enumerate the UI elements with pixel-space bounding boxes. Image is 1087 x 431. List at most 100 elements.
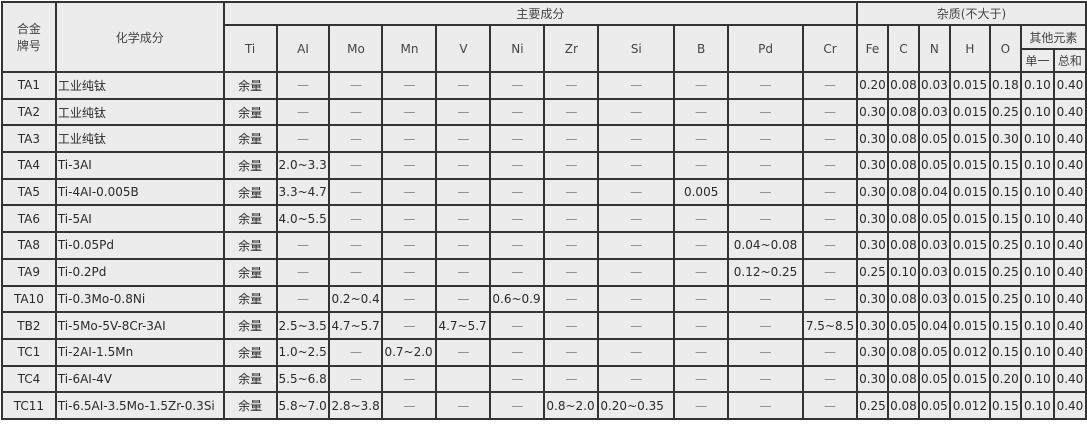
grade-cell: TC11 [1,391,57,420]
table-row: TA10 Ti-0.3Mo-0.8Ni 余量 —0.2~0.4— —0.6~0.9— — —… [1,284,1087,314]
impurity-header-o: O [988,24,1022,73]
impurity-cell-other-total: 0.40 [1052,257,1087,287]
element-cell-ni: — [489,257,546,287]
element-cell-mn: — [381,311,438,340]
impurity-cell-o: 0.25 [988,231,1022,260]
element-cell-mo: — [328,337,384,367]
element-header-ai: AI [275,24,331,73]
element-cell-si: 0.20~0.35 [597,391,676,420]
element-cell-mn: — [381,151,438,180]
table-row: TA5 Ti-4AI-0.005B 余量 3.3~4.7— — — — — —0.005— —0.… [1,177,1087,207]
impurity-header-c: C [886,24,920,73]
element-cell-ni: — [489,337,546,367]
other-elements-header: 其他元素 [1019,24,1087,50]
grade-header-line2: 牌号 [16,39,41,53]
element-cell-b: — [673,284,730,314]
grade-cell: TC4 [1,364,57,394]
element-header-ti: Ti [222,24,278,73]
element-cell-ti: 余量 [222,204,278,234]
element-cell-ni: — [489,177,546,207]
impurity-cell-o: 0.20 [988,364,1022,394]
element-cell-v: — [435,177,492,207]
element-cell-zr: — [543,151,600,180]
element-cell-v: — [435,204,492,234]
element-cell-v: — [435,97,492,127]
element-cell-zr: — [543,257,600,287]
element-cell-ni: — [489,391,546,420]
impurity-cell-h: 0.015 [948,231,991,260]
element-cell-v: — [435,284,492,314]
element-cell-ti: 余量 [222,337,278,367]
element-cell-mn: — [381,284,438,314]
impurity-cell-c: 0.08 [886,337,920,367]
element-cell-cr: — [802,231,858,260]
element-cell-mn: — [381,231,438,260]
impurity-cell-n: 0.05 [917,124,951,154]
element-cell-mn: — [381,177,438,207]
element-cell-zr: — [543,177,600,207]
impurity-cell-h: 0.015 [948,311,991,340]
element-cell-ti: 余量 [222,284,278,314]
impurity-cell-fe: 0.30 [855,364,889,394]
impurity-cell-other-single: 0.10 [1019,337,1055,367]
impurity-cell-other-total: 0.40 [1052,311,1087,340]
impurity-cell-other-single: 0.10 [1019,124,1055,154]
element-cell-ti: 余量 [222,71,278,100]
element-cell-mo: 0.2~0.4 [328,284,384,314]
element-cell-cr: — [802,364,858,394]
element-cell-ti: 余量 [222,364,278,394]
impurity-cell-fe: 0.30 [855,337,889,367]
impurity-cell-h: 0.015 [948,257,991,287]
main-components-header: 主要成分 [222,1,858,26]
impurity-cell-fe: 0.30 [855,284,889,314]
table-row: TA2 工业纯钛 余量 — — — — — — — — — —0.30 0.08 0.03 0.015 0.25… [1,97,1087,127]
element-cell-si: — [597,337,676,367]
impurity-cell-other-single: 0.10 [1019,257,1055,287]
element-cell-ti: 余量 [222,97,278,127]
impurity-cell-other-total: 0.40 [1052,391,1087,420]
impurity-cell-h: 0.015 [948,151,991,180]
impurity-cell-fe: 0.25 [855,257,889,287]
impurity-cell-o: 0.18 [988,71,1022,100]
element-cell-si: — [597,71,676,100]
impurity-cell-o: 0.30 [988,124,1022,154]
table-row: TA6 Ti-5AI 余量 4.0~5.5— — — — — — — — —0.30 0.08 0.05 0… [1,204,1087,234]
impurity-header-fe: Fe [855,24,889,73]
element-cell-pd: — [727,391,804,420]
element-cell-pd: 0.04~0.08 [727,231,804,260]
element-cell-mo: 2.8~3.8 [328,391,384,420]
element-cell-v: — [435,337,492,367]
element-cell-ni: — [489,311,546,340]
element-cell-b: — [673,151,730,180]
impurity-cell-other-total: 0.40 [1052,177,1087,207]
element-cell-mo: 4.7~5.7 [328,311,384,340]
element-cell-ai: 2.0~3.3 [275,151,331,180]
element-cell-ti: 余量 [222,257,278,287]
impurity-cell-c: 0.05 [886,311,920,340]
impurity-cell-c: 0.08 [886,204,920,234]
element-cell-cr: — [802,284,858,314]
element-cell-mo: — [328,364,384,394]
grade-cell: TA4 [1,151,57,180]
impurity-cell-fe: 0.30 [855,311,889,340]
impurity-cell-n: 0.03 [917,71,951,100]
element-cell-ni: 0.6~0.9 [489,284,546,314]
impurity-cell-h: 0.012 [948,391,991,420]
element-cell-v: — [435,151,492,180]
table-row: TC4 Ti-6AI-4V 余量 5.5~6.8— — — — — — — —0.30 0.08 0.0… [1,364,1087,394]
element-cell-mn: — [381,391,438,420]
element-cell-cr: 7.5~8.5 [802,311,858,340]
impurity-cell-fe: 0.30 [855,97,889,127]
impurity-cell-fe: 0.30 [855,124,889,154]
impurity-cell-o: 0.15 [988,151,1022,180]
element-cell-pd: 0.12~0.25 [727,257,804,287]
element-cell-zr: — [543,311,600,340]
element-cell-mn: — [381,97,438,127]
element-cell-b: — [673,337,730,367]
table-row: TA9 Ti-0.2Pd 余量 — — — — — — — —0.12~0.25—0.25 0.10 0… [1,257,1087,287]
impurity-cell-c: 0.08 [886,97,920,127]
element-cell-v: — [435,124,492,154]
composition-header: 化学成分 [54,1,225,73]
element-cell-pd: — [727,97,804,127]
impurity-cell-c: 0.08 [886,284,920,314]
